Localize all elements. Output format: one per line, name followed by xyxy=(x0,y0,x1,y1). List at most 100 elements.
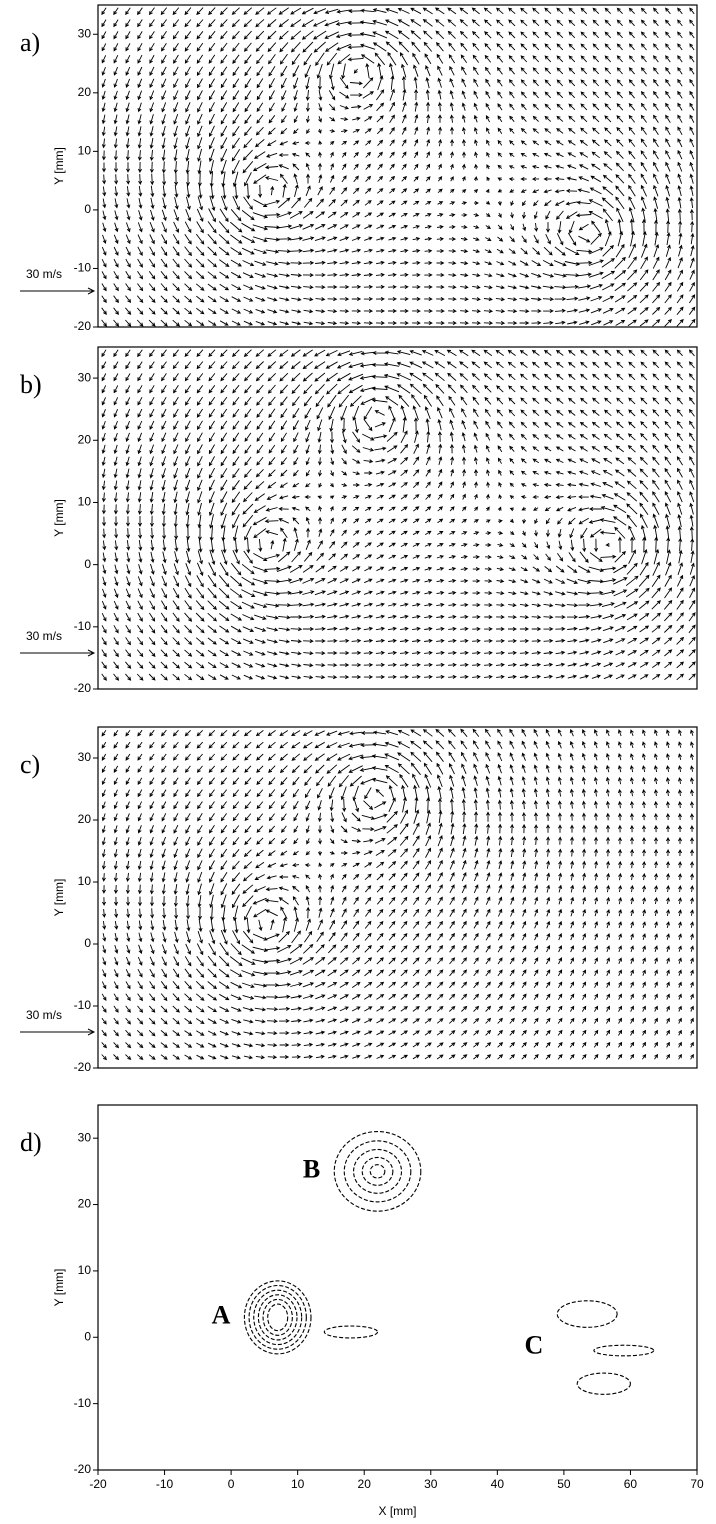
velocity-arrow xyxy=(279,482,288,488)
velocity-arrow xyxy=(327,211,337,219)
velocity-arrow xyxy=(496,54,504,63)
velocity-arrow xyxy=(102,564,107,575)
velocity-arrow xyxy=(413,443,419,454)
velocity-arrow xyxy=(459,349,469,357)
velocity-arrow xyxy=(448,740,456,750)
velocity-arrow xyxy=(244,54,252,65)
velocity-arrow xyxy=(642,860,647,869)
velocity-arrow xyxy=(676,408,683,417)
velocity-arrow xyxy=(520,409,528,417)
velocity-arrow xyxy=(196,408,203,418)
velocity-arrow xyxy=(184,396,191,406)
velocity-arrow xyxy=(137,777,143,786)
velocity-arrow xyxy=(373,813,388,820)
velocity-arrow xyxy=(242,514,254,528)
velocity-arrow xyxy=(642,921,647,929)
velocity-arrow xyxy=(497,78,503,87)
velocity-arrow xyxy=(448,42,456,52)
velocity-arrow xyxy=(219,562,229,577)
velocity-arrow xyxy=(582,908,587,917)
velocity-arrow xyxy=(388,482,397,488)
velocity-arrow xyxy=(508,248,516,254)
velocity-arrow xyxy=(450,810,455,823)
velocity-arrow xyxy=(126,896,131,907)
velocity-arrow xyxy=(509,127,515,134)
velocity-arrow xyxy=(113,849,118,858)
velocity-arrow xyxy=(690,220,695,233)
velocity-arrow xyxy=(640,385,648,393)
velocity-arrow xyxy=(254,614,267,620)
velocity-arrow xyxy=(531,272,542,278)
velocity-arrow xyxy=(351,994,361,1000)
velocity-arrow xyxy=(101,504,106,515)
velocity-arrow xyxy=(232,420,240,430)
velocity-arrow xyxy=(243,284,254,290)
velocity-arrow xyxy=(485,78,491,87)
velocity-arrow xyxy=(628,525,636,540)
velocity-arrow xyxy=(498,847,503,858)
velocity-arrow xyxy=(654,729,658,736)
velocity-arrow xyxy=(688,349,695,357)
velocity-arrow xyxy=(173,956,179,967)
velocity-arrow xyxy=(388,784,395,801)
velocity-arrow xyxy=(652,138,659,148)
velocity-arrow xyxy=(521,1017,527,1024)
velocity-arrow xyxy=(384,19,399,27)
velocity-arrow xyxy=(397,752,411,762)
velocity-arrow xyxy=(424,590,433,595)
velocity-arrow xyxy=(291,753,301,761)
velocity-arrow xyxy=(280,469,288,477)
velocity-arrow xyxy=(485,969,491,977)
velocity-arrow xyxy=(689,185,694,196)
velocity-arrow xyxy=(534,872,539,881)
velocity-arrow xyxy=(652,31,659,39)
velocity-arrow xyxy=(327,969,338,977)
velocity-arrow xyxy=(531,164,540,169)
velocity-arrow xyxy=(291,53,301,66)
velocity-arrow xyxy=(172,361,179,370)
velocity-arrow xyxy=(172,7,180,16)
velocity-arrow xyxy=(113,765,119,773)
velocity-arrow xyxy=(666,945,670,952)
velocity-arrow xyxy=(208,1042,217,1048)
velocity-arrow xyxy=(371,777,388,784)
velocity-arrow xyxy=(232,825,240,834)
velocity-arrow xyxy=(606,981,610,988)
velocity-arrow xyxy=(510,200,515,207)
velocity-arrow xyxy=(568,552,576,563)
velocity-arrow xyxy=(641,753,646,761)
velocity-arrow xyxy=(278,153,289,158)
velocity-arrow xyxy=(125,432,130,443)
velocity-arrow xyxy=(136,673,144,681)
velocity-arrow xyxy=(665,102,671,111)
velocity-arrow xyxy=(628,91,635,99)
velocity-arrow xyxy=(376,873,384,881)
velocity-arrow xyxy=(606,957,610,965)
velocity-arrow xyxy=(209,514,214,529)
velocity-arrow xyxy=(579,470,589,475)
velocity-arrow xyxy=(532,495,539,500)
velocity-arrow xyxy=(209,894,214,909)
velocity-arrow xyxy=(185,789,191,798)
velocity-arrow xyxy=(338,775,349,788)
velocity-arrow xyxy=(520,7,528,15)
velocity-arrow xyxy=(688,612,696,622)
velocity-arrow xyxy=(234,537,239,554)
velocity-arrow xyxy=(173,113,179,125)
velocity-arrow xyxy=(676,318,684,327)
velocity-arrow xyxy=(336,372,351,382)
velocity-arrow xyxy=(302,957,314,965)
velocity-arrow xyxy=(642,230,647,247)
velocity-arrow xyxy=(544,115,552,122)
velocity-arrow xyxy=(149,258,156,268)
velocity-arrow xyxy=(438,456,443,466)
velocity-arrow xyxy=(579,409,588,416)
velocity-arrow xyxy=(507,662,517,667)
velocity-arrow xyxy=(137,612,143,622)
velocity-arrow xyxy=(364,994,373,1000)
velocity-arrow xyxy=(577,565,591,573)
velocity-arrow xyxy=(497,506,502,511)
velocity-arrow xyxy=(293,800,299,810)
velocity-arrow xyxy=(641,549,648,565)
velocity-arrow xyxy=(567,140,576,146)
